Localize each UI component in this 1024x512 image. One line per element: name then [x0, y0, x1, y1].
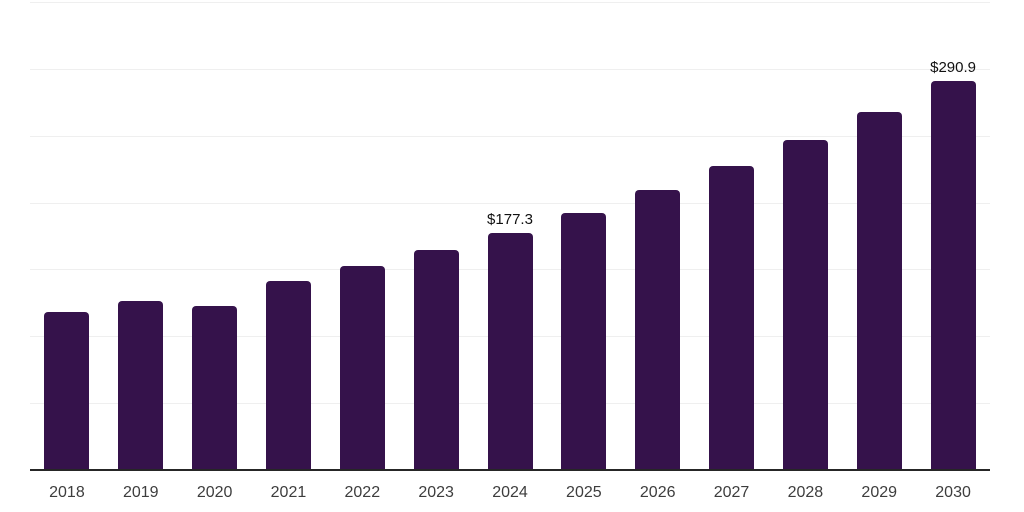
bar-2025 [561, 212, 607, 470]
bar-2030 [930, 81, 976, 470]
x-tick-label: 2028 [787, 484, 824, 501]
x-axis-line [30, 469, 990, 471]
bar-2024 [487, 232, 533, 470]
bar-value-label: $290.9 [930, 59, 976, 77]
bar-2027 [709, 166, 755, 470]
gridline [30, 135, 990, 137]
bar-2022 [339, 266, 385, 470]
x-tick-label: 2030 [935, 484, 971, 501]
bar-value-label: $177.3 [487, 210, 533, 228]
bar-2029 [856, 111, 902, 470]
bar-2023 [413, 250, 459, 470]
x-tick-label: 2029 [861, 484, 898, 501]
gridline [30, 68, 990, 70]
x-tick-label: 2025 [566, 484, 602, 501]
bar-2019 [118, 301, 164, 470]
x-tick-label: 2027 [713, 484, 750, 501]
bar-2021 [265, 280, 311, 470]
bar-2020 [192, 306, 238, 470]
x-tick-label: 2019 [122, 484, 159, 501]
bar-2028 [782, 140, 828, 470]
x-tick-label: 2024 [492, 484, 528, 501]
gridline [30, 2, 990, 3]
x-tick-label: 2021 [270, 484, 307, 501]
gridline [30, 202, 990, 204]
x-tick-label: 2018 [49, 484, 85, 501]
bar-2026 [635, 190, 681, 470]
x-tick-label: 2026 [639, 484, 676, 501]
bar-2018 [44, 311, 90, 470]
x-tick-label: 2022 [344, 484, 381, 501]
x-tick-label: 2020 [196, 484, 233, 501]
x-tick-label: 2023 [418, 484, 454, 501]
